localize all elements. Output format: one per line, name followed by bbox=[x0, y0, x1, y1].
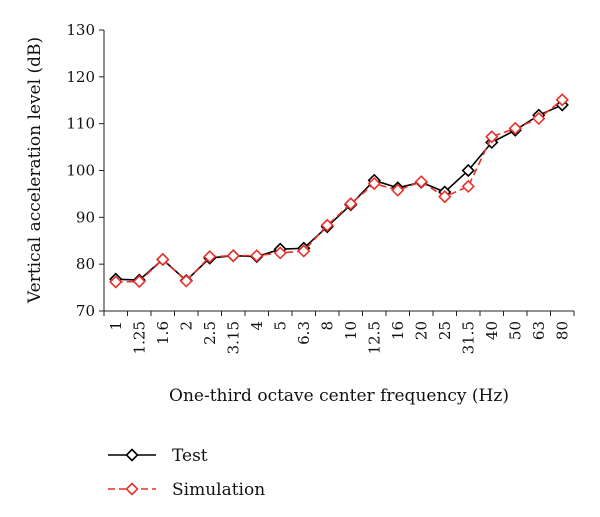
data-point bbox=[461, 179, 475, 194]
x-tick-label: 16 bbox=[389, 321, 407, 340]
x-tick-label: 1 bbox=[107, 321, 125, 331]
data-point bbox=[508, 121, 522, 135]
series-line bbox=[115, 104, 563, 282]
data-point bbox=[320, 218, 334, 232]
x-tick-label: 63 bbox=[530, 321, 548, 340]
x-tick-label: 1.6 bbox=[154, 321, 172, 345]
data-point bbox=[179, 274, 193, 288]
data-point bbox=[156, 252, 170, 267]
data-point bbox=[461, 163, 475, 178]
data-point bbox=[203, 250, 217, 264]
y-tick-label: 80 bbox=[76, 255, 95, 273]
data-point bbox=[391, 183, 405, 197]
data-point bbox=[297, 244, 311, 258]
legend-item: Simulation bbox=[108, 480, 265, 500]
series-simulation bbox=[109, 93, 569, 289]
x-tick-label: 10 bbox=[342, 321, 360, 340]
x-tick-label: 6.3 bbox=[295, 321, 313, 345]
x-tick-label: 8 bbox=[318, 321, 336, 331]
data-point bbox=[132, 274, 146, 289]
x-tick-label: 5 bbox=[271, 321, 289, 331]
data-point bbox=[226, 249, 240, 263]
x-tick-label: 1.25 bbox=[130, 321, 148, 354]
y-tick-label: 130 bbox=[66, 21, 95, 39]
data-point bbox=[250, 249, 264, 263]
series-test bbox=[109, 98, 569, 288]
x-tick-label: 50 bbox=[506, 321, 524, 340]
legend-marker bbox=[125, 448, 139, 462]
legend-label: Test bbox=[172, 446, 208, 466]
data-point bbox=[555, 93, 569, 107]
data-point bbox=[414, 175, 428, 189]
x-tick-label: 40 bbox=[483, 321, 501, 340]
y-tick-label: 120 bbox=[66, 68, 95, 86]
legend-marker bbox=[125, 482, 139, 496]
x-tick-label: 12.5 bbox=[365, 321, 383, 354]
legend-item: Test bbox=[108, 446, 208, 466]
x-tick-label: 3.15 bbox=[224, 321, 242, 354]
data-point bbox=[438, 190, 452, 204]
data-point bbox=[485, 130, 499, 144]
series-layer bbox=[109, 93, 569, 289]
x-tick-label: 4 bbox=[248, 321, 266, 331]
x-tick-label: 2.5 bbox=[201, 321, 219, 345]
data-point bbox=[273, 246, 287, 260]
x-tick-label: 31.5 bbox=[459, 321, 477, 354]
y-tick-label: 90 bbox=[76, 208, 95, 226]
axes: 70 80 90 100 110 120 130 1 1.25 1.6 2 2.5 3.15 4 5 6.3 8… bbox=[66, 21, 575, 354]
legend-label: Simulation bbox=[172, 480, 265, 500]
y-axis-title: Vertical acceleration level (dB) bbox=[25, 37, 45, 304]
x-axis-title: One-third octave center frequency (Hz) bbox=[169, 386, 509, 406]
x-tick-label: 80 bbox=[553, 321, 571, 340]
x-tick-label: 20 bbox=[412, 321, 430, 340]
legend: Test Simulation bbox=[108, 446, 265, 500]
data-point bbox=[344, 197, 358, 211]
y-tick-label: 110 bbox=[66, 115, 95, 133]
data-point bbox=[367, 176, 381, 191]
y-tick-label: 100 bbox=[66, 162, 95, 180]
y-tick-label: 70 bbox=[76, 302, 95, 320]
data-point bbox=[532, 111, 546, 126]
data-point bbox=[109, 275, 123, 289]
x-tick-label: 25 bbox=[436, 321, 454, 340]
x-tick-label: 2 bbox=[177, 321, 195, 331]
series-line bbox=[115, 99, 563, 283]
